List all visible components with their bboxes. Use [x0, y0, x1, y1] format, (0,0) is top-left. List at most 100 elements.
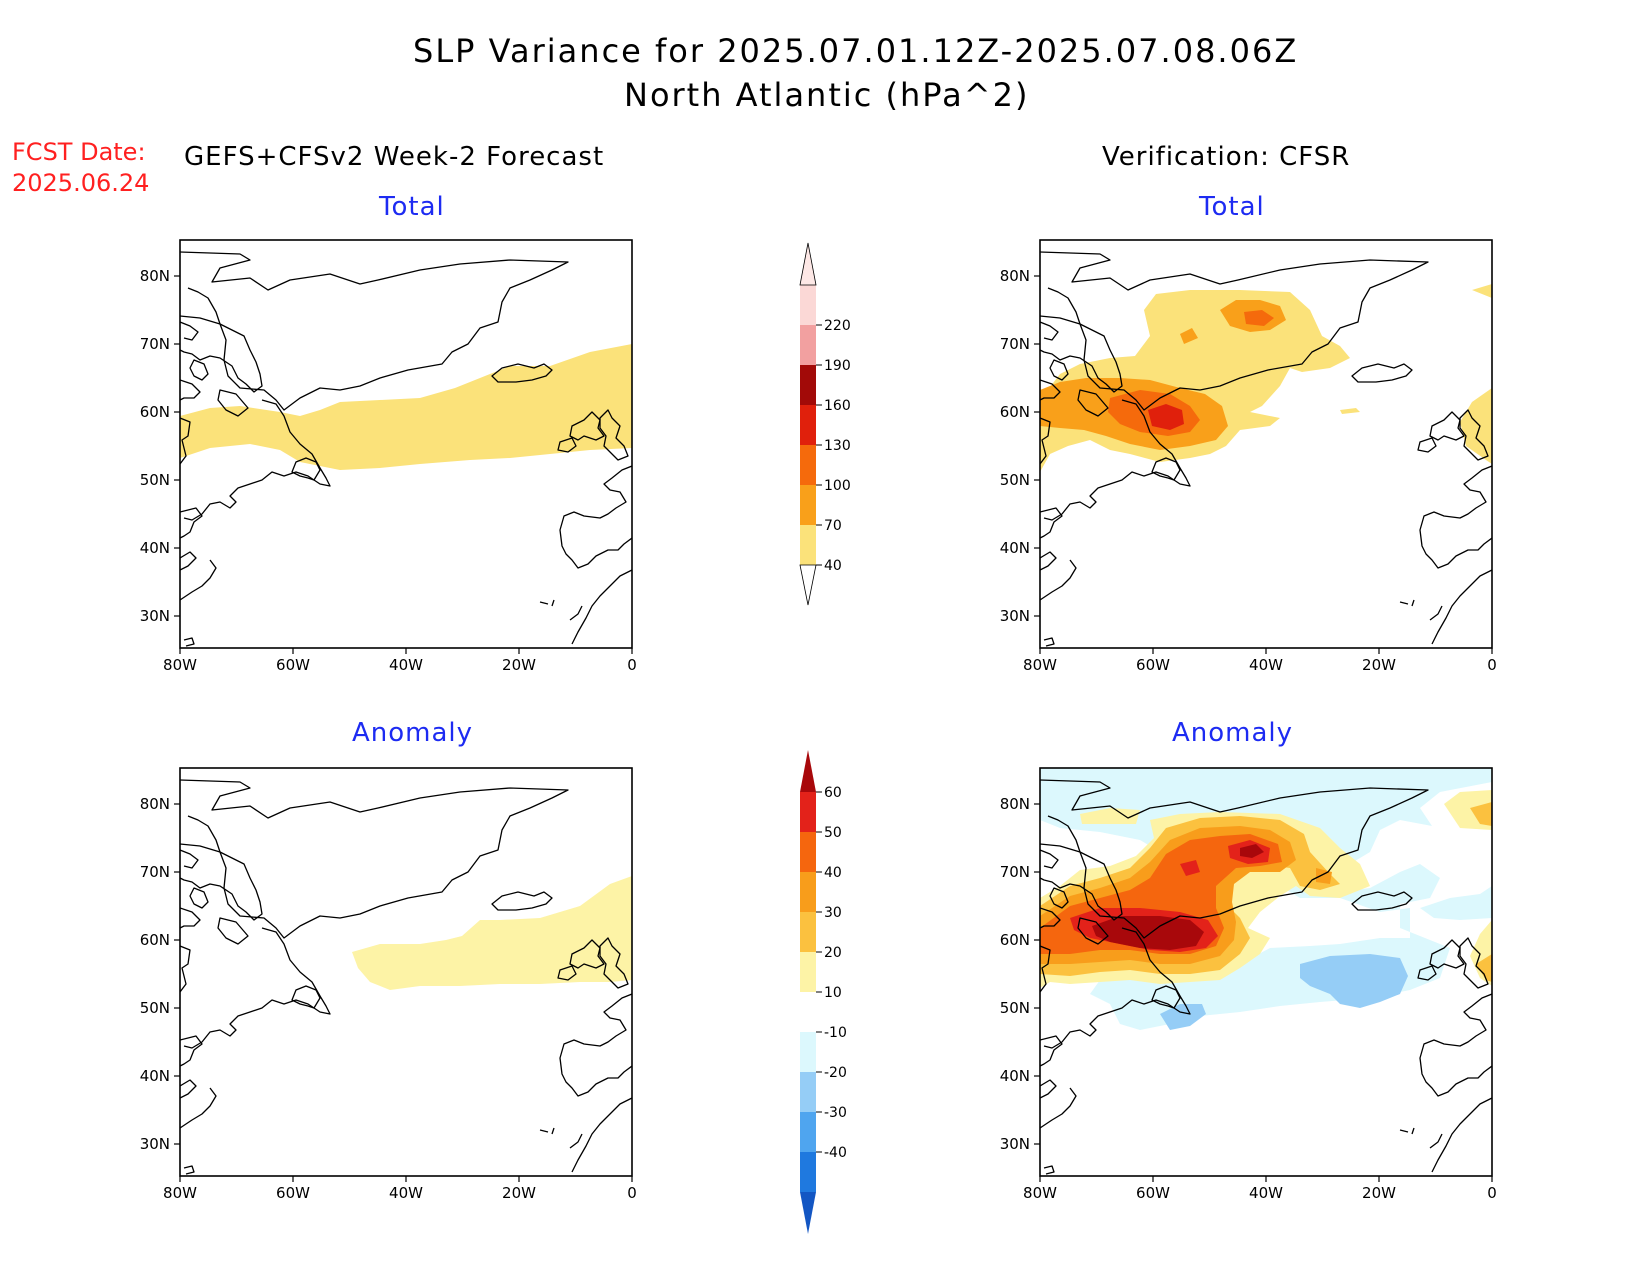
lat-tick-label: 70N — [1000, 335, 1030, 353]
lat-tick-label: 60N — [1000, 403, 1030, 421]
anomaly-colorbar-top-arrow — [800, 750, 816, 792]
lat-tick-label: 70N — [140, 335, 170, 353]
anomaly-colorbar-swatch — [800, 832, 816, 872]
anomaly-colorbar-swatch — [800, 1112, 816, 1152]
total-colorbar-swatch — [800, 325, 816, 365]
verif-anomaly-shade-neg20 — [1300, 954, 1408, 1008]
verif-anomaly-shade-60b — [1240, 844, 1264, 858]
lon-tick-label: 0 — [627, 1184, 637, 1202]
verif-anomaly-shade-neg20b — [1160, 1004, 1206, 1030]
verif-anomaly-shade-50c — [1180, 860, 1200, 876]
verif-total-shade-40d — [1472, 284, 1492, 298]
lat-tick-label: 50N — [140, 999, 170, 1017]
lon-tick-label: 80W — [163, 1184, 197, 1202]
forecast-column-title: GEFS+CFSv2 Week-2 Forecast — [184, 142, 605, 172]
verif-total-shade-40b — [1460, 388, 1492, 464]
anomaly-colorbar-label: 10 — [824, 985, 842, 1001]
lon-tick-label: 40W — [1249, 1184, 1283, 1202]
verif-total-shade-100b — [1244, 310, 1274, 326]
lat-tick-label: 60N — [140, 403, 170, 421]
forecast-anomaly-shade-10 — [352, 876, 632, 990]
lat-tick-label: 50N — [140, 471, 170, 489]
lat-tick-label: 60N — [1000, 931, 1030, 949]
forecast-anomaly-title: Anomaly — [352, 718, 474, 748]
lat-tick-label: 40N — [140, 1067, 170, 1085]
lat-tick-label: 80N — [1000, 267, 1030, 285]
anomaly-colorbar-swatch — [800, 952, 816, 992]
lat-tick-label: 40N — [140, 539, 170, 557]
lon-tick-label: 20W — [1362, 656, 1396, 674]
lat-tick-label: 30N — [1000, 607, 1030, 625]
lon-tick-label: 60W — [1136, 656, 1170, 674]
lat-tick-label: 60N — [140, 931, 170, 949]
forecast-total-map — [179, 239, 633, 649]
total-colorbar-swatch — [800, 285, 816, 325]
total-colorbar-label: 190 — [824, 358, 851, 374]
anomaly-colorbar-swatch — [800, 912, 816, 952]
total-colorbar-swatch — [800, 365, 816, 405]
verif-total-shade-130 — [1148, 404, 1184, 430]
total-colorbar-swatch — [800, 485, 816, 525]
lon-tick-label: 20W — [502, 1184, 536, 1202]
anomaly-colorbar-label: 60 — [824, 785, 842, 801]
anomaly-colorbar-label: 50 — [824, 825, 842, 841]
anomaly-colorbar-swatch — [800, 1152, 816, 1192]
lon-tick-label: 0 — [1487, 1184, 1497, 1202]
total-colorbar-swatch — [800, 405, 816, 445]
verification-anomaly-map — [1039, 767, 1493, 1177]
anomaly-colorbar-swatch — [800, 1072, 816, 1112]
main-title: SLP Variance for 2025.07.01.12Z-2025.07.… — [413, 32, 1299, 70]
anomaly-colorbar-swatch — [800, 792, 816, 832]
fcst-date-label: FCST Date: — [12, 138, 146, 166]
lat-tick-label: 30N — [140, 607, 170, 625]
verif-anomaly-shade-10b — [1080, 808, 1140, 824]
verif-anomaly-shade-20b — [1470, 802, 1492, 826]
lon-tick-label: 60W — [276, 656, 310, 674]
anomaly-colorbar-swatch — [800, 1032, 816, 1072]
lat-tick-label: 50N — [1000, 471, 1030, 489]
lon-tick-label: 0 — [627, 656, 637, 674]
lon-tick-label: 60W — [1136, 1184, 1170, 1202]
total-colorbar: 40 70 100 130 160 190 220 — [799, 242, 851, 606]
total-colorbar-top-arrow — [799, 242, 817, 286]
verif-total-shade-40c — [1340, 408, 1360, 414]
anomaly-colorbar: 60 50 40 30 20 10 -10 -20 -30 -40 — [800, 750, 847, 1234]
lon-tick-label: 60W — [276, 1184, 310, 1202]
lat-tick-label: 70N — [140, 863, 170, 881]
total-colorbar-label: 40 — [824, 558, 842, 574]
forecast-total-shade-40 — [180, 344, 632, 470]
verification-anomaly-title: Anomaly — [1172, 718, 1294, 748]
verification-total-title: Total — [1199, 192, 1265, 222]
axis-labels: 80W 60W 40W 20W 0 80N 70N 60N 50N 40N 30N 80W 60W 40W… — [140, 267, 1497, 1202]
total-colorbar-label: 130 — [824, 438, 851, 454]
lon-tick-label: 80W — [163, 656, 197, 674]
verif-anomaly-shade-neg10b — [1420, 886, 1492, 920]
lon-tick-label: 40W — [389, 656, 423, 674]
lat-tick-label: 30N — [140, 1135, 170, 1153]
verif-anomaly-shade-60 — [1092, 916, 1204, 950]
anomaly-colorbar-swatch — [800, 872, 816, 912]
lat-tick-label: 40N — [1000, 539, 1030, 557]
anomaly-colorbar-bottom-arrow — [800, 1192, 816, 1234]
total-colorbar-label: 100 — [824, 478, 851, 494]
fcst-date-value: 2025.06.24 — [12, 169, 150, 197]
total-colorbar-bottom-arrow — [799, 564, 817, 606]
total-colorbar-label: 70 — [824, 518, 842, 534]
lon-tick-label: 80W — [1023, 1184, 1057, 1202]
anomaly-colorbar-label: -40 — [824, 1145, 847, 1161]
lon-tick-label: 0 — [1487, 656, 1497, 674]
main-subtitle: North Atlantic (hPa^2) — [624, 76, 1030, 114]
lat-tick-label: 80N — [1000, 795, 1030, 813]
lon-tick-label: 40W — [1249, 656, 1283, 674]
anomaly-colorbar-label: 40 — [824, 865, 842, 881]
lon-tick-label: 20W — [502, 656, 536, 674]
lon-tick-label: 40W — [389, 1184, 423, 1202]
total-colorbar-swatch — [800, 525, 816, 565]
anomaly-colorbar-label: -20 — [824, 1065, 847, 1081]
anomaly-colorbar-label: 30 — [824, 905, 842, 921]
anomaly-colorbar-swatch — [800, 992, 816, 1032]
lat-tick-label: 70N — [1000, 863, 1030, 881]
verif-total-shade-70c — [1180, 328, 1198, 344]
total-colorbar-label: 160 — [824, 398, 851, 414]
